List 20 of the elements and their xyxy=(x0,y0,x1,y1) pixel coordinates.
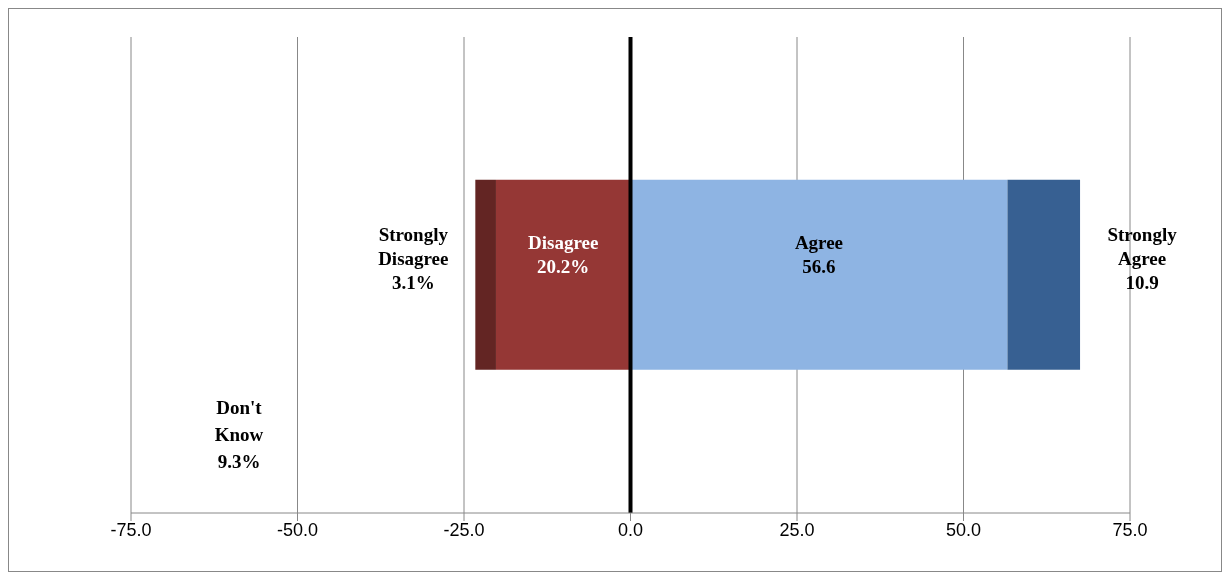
series-label: Disagree xyxy=(528,231,599,253)
x-tick-label: 50.0 xyxy=(945,519,982,540)
x-tick-label: 75.0 xyxy=(1112,519,1148,540)
x-tick-label: -25.0 xyxy=(443,519,485,540)
x-tick-label: -50.0 xyxy=(276,519,319,540)
bar xyxy=(630,179,1008,370)
x-tick-label: 0.0 xyxy=(617,519,644,540)
annotation-text: Don't Know 9.3% xyxy=(213,396,265,474)
data-label: 10.9 xyxy=(1125,271,1159,293)
series-label: Strongly Disagree xyxy=(378,223,449,269)
data-label: 56.6 xyxy=(802,255,836,277)
bar xyxy=(495,179,631,370)
x-tick-label: -75.0 xyxy=(110,519,152,540)
x-tick-label: 25.0 xyxy=(779,519,815,540)
data-label: 20.2% xyxy=(537,255,590,277)
series-label: Agree xyxy=(794,231,844,253)
series-label: Strongly Agree xyxy=(1107,223,1178,269)
bar xyxy=(475,179,496,370)
data-label: 3.1% xyxy=(391,271,435,293)
bar xyxy=(1007,179,1081,370)
